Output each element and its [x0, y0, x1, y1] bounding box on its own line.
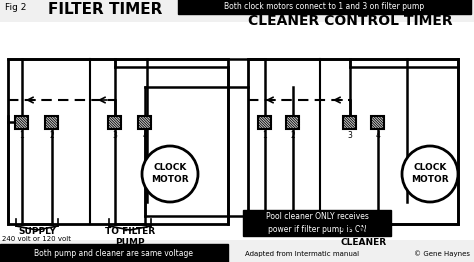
Bar — [344, 116, 356, 128]
Text: Both clock motors connect to 1 and 3 on filter pump: Both clock motors connect to 1 and 3 on … — [224, 2, 425, 11]
Bar — [16, 116, 28, 128]
Bar — [286, 116, 300, 128]
Text: MOTOR: MOTOR — [411, 176, 449, 184]
Text: Fig 2: Fig 2 — [5, 3, 27, 12]
Bar — [178, 0, 471, 14]
Text: 240 volt or 120 volt: 240 volt or 120 volt — [2, 236, 72, 242]
Bar — [8, 59, 228, 224]
Text: SUPPLY: SUPPLY — [18, 227, 56, 236]
Text: 2: 2 — [50, 130, 55, 139]
Text: 1: 1 — [19, 130, 24, 139]
Bar — [0, 244, 228, 262]
Text: CLEANER CONTROL TIMER: CLEANER CONTROL TIMER — [248, 14, 453, 28]
Text: TO FILTER
PUMP: TO FILTER PUMP — [105, 227, 155, 247]
Circle shape — [142, 146, 198, 202]
Text: Adapted from Intermatic manual: Adapted from Intermatic manual — [245, 251, 359, 257]
Bar — [46, 116, 58, 128]
Text: MOTOR: MOTOR — [151, 176, 189, 184]
Text: Pool cleaner ONLY receives
power if filter pump is ON: Pool cleaner ONLY receives power if filt… — [265, 212, 368, 234]
Text: 4: 4 — [143, 130, 147, 139]
Text: 3: 3 — [347, 130, 353, 139]
Text: CLOCK: CLOCK — [153, 163, 187, 172]
Text: FILTER TIMER: FILTER TIMER — [48, 2, 163, 17]
Text: 3: 3 — [112, 130, 118, 139]
Bar — [138, 116, 152, 128]
Bar — [109, 116, 121, 128]
Bar — [248, 59, 458, 224]
Circle shape — [402, 146, 458, 202]
Text: 2: 2 — [291, 130, 295, 139]
Text: CLOCK: CLOCK — [413, 163, 447, 172]
Text: 4: 4 — [375, 130, 381, 139]
Text: © Gene Haynes: © Gene Haynes — [414, 251, 470, 257]
Bar — [243, 210, 391, 236]
Bar — [258, 116, 272, 128]
Text: 1: 1 — [263, 130, 267, 139]
Text: Both pump and cleaner are same voltage: Both pump and cleaner are same voltage — [35, 248, 193, 258]
Bar — [372, 116, 384, 128]
Text: TO POOL
CLEANER: TO POOL CLEANER — [341, 227, 387, 247]
Bar — [0, 22, 474, 240]
